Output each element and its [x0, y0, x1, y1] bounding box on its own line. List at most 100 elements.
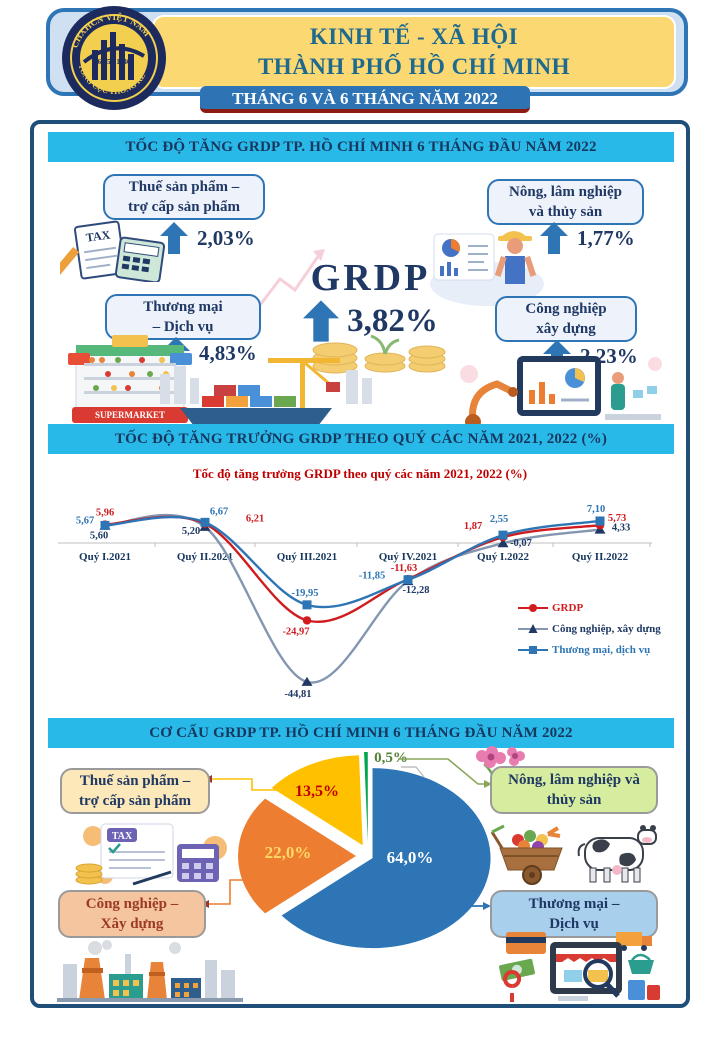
- grdp-item-value-nong-lam: 1,77%: [540, 222, 635, 254]
- chart-value-label: 6,21: [246, 514, 264, 525]
- x-axis-label: Quý III.2021: [277, 551, 338, 563]
- grdp-quarterly-line-chart: Quý I.2021 Quý II.2021 Quý III.2021 Quý IV.…: [40, 483, 680, 711]
- logo-date-text: 6 - 5 - 1946: [98, 58, 131, 66]
- pie-value-label: 13,5%: [295, 783, 339, 800]
- section3-title-text: CƠ CẤU GRDP TP. HỒ CHÍ MINH 6 THÁNG ĐẦU …: [149, 725, 573, 741]
- chart-value-label: -12,28: [402, 585, 429, 596]
- pie-slice: [364, 752, 368, 843]
- cart-cow-illustration: [490, 824, 657, 885]
- legend-label: Thương mại, dịch vụ: [552, 644, 651, 656]
- port-ship-illustration: [155, 358, 372, 430]
- shopping-illustration: [499, 932, 660, 1002]
- chart-value-label: 1,87: [464, 521, 482, 532]
- gso-logo: CHXHCN VIỆT NAM TỔNG CỤC THỐNG KÊ 6 - 5 …: [62, 6, 166, 110]
- box-label-line1: Thuế sản phẩm –: [79, 773, 191, 789]
- item-label-line1: Công nghiệp: [525, 301, 607, 317]
- chart-value-label: -11,85: [359, 571, 386, 582]
- grdp-label: GRDP: [310, 257, 431, 299]
- box-label-line2: trợ cấp sản phẩm: [78, 793, 192, 809]
- grdp-item-box-thue-san-pham: Thuế sản phẩm – trợ cấp sản phẩm: [103, 174, 265, 220]
- chart-value-label: 4,33: [612, 523, 630, 534]
- chart-value-label: 7,10: [587, 504, 605, 515]
- x-axis-label: Quý I.2022: [477, 551, 529, 563]
- main-title-line1: KINH TẾ - XÃ HỘI: [309, 24, 519, 49]
- item-value: 2,03%: [197, 225, 255, 250]
- item-label-line1: Thương mại: [143, 299, 223, 315]
- up-arrow-icon: [540, 222, 568, 254]
- box-label-line2: Xây dựng: [100, 916, 164, 932]
- grdp-item-box-thuong-mai: Thương mại – Dịch vụ: [105, 294, 261, 340]
- pie-slice: [271, 755, 363, 846]
- section2-title-bar: TỐC ĐỘ TĂNG TRƯỞNG GRDP THEO QUÝ CÁC NĂM…: [48, 424, 674, 454]
- chart-value-label: -44,81: [284, 689, 311, 700]
- chart-value-label: 5,96: [96, 508, 114, 519]
- growth-line-decoration: [258, 249, 325, 306]
- x-axis-label: Quý II.2022: [572, 551, 629, 563]
- chart-value-label: -19,95: [291, 588, 318, 599]
- box-label-line1: Thương mại –: [528, 896, 620, 912]
- legend-item: Thương mại, dịch vụ: [518, 644, 688, 656]
- legend-item: GRDP: [518, 602, 688, 614]
- factory-illustration: [57, 940, 243, 1002]
- box-label-line2: Dịch vụ: [549, 916, 599, 932]
- legend-label: Công nghiệp, xây dựng: [552, 623, 661, 635]
- grdp-item-value-thue-san-pham: 2,03%: [160, 222, 255, 254]
- box-label-line1: Nông, lâm nghiệp và: [508, 772, 640, 788]
- line-chart-title: Tốc độ tăng trưởng GRDP theo quý các năm…: [192, 466, 528, 481]
- chart-value-label: -0,07: [510, 538, 532, 549]
- box-label-line1: Công nghiệp –: [85, 896, 179, 912]
- supermarket-sign-text: SUPERMARKET: [95, 410, 165, 420]
- pie-slice: [238, 798, 356, 914]
- pie-legend-box-cong-nghiep: Công nghiệp – Xây dựng: [58, 890, 206, 938]
- pie-legend-box-thue-san-pham: Thuế sản phẩm – trợ cấp sản phẩm: [60, 768, 210, 814]
- grdp-item-box-cong-nghiep: Công nghiệp xây dựng: [495, 296, 637, 342]
- subtitle-text: THÁNG 6 VÀ 6 THÁNG NĂM 2022: [232, 89, 498, 108]
- pie-slice: [281, 768, 491, 949]
- pie-value-label: 0,5%: [374, 750, 408, 766]
- legend-item: Công nghiệp, xây dựng: [518, 623, 688, 635]
- pie-value-label: 64,0%: [387, 848, 434, 867]
- main-title-line2: THÀNH PHỐ HỒ CHÍ MINH: [257, 54, 571, 79]
- section1-title-text: TỐC ĐỘ TĂNG GRDP TP. HỒ CHÍ MINH 6 THÁNG…: [125, 139, 597, 155]
- up-arrow-icon: [160, 222, 188, 254]
- item-label-line2: xây dựng: [536, 321, 596, 337]
- chart-value-label: 2,55: [490, 514, 508, 525]
- x-axis-label: Quý II.2021: [177, 551, 233, 563]
- item-label-line2: trợ cấp sản phẩm: [127, 199, 241, 215]
- grdp-value: 3,82%: [347, 302, 438, 339]
- section2-title-text: TỐC ĐỘ TĂNG TRƯỞNG GRDP THEO QUÝ CÁC NĂM…: [114, 431, 608, 447]
- box-label-line2: thủy sản: [546, 792, 602, 808]
- line-chart-legend: GRDP Công nghiệp, xây dựng Thương mại, dịc…: [518, 602, 688, 656]
- robot-factory-illustration: [460, 356, 662, 430]
- chart-value-label: -24,97: [282, 626, 309, 637]
- legend-label: GRDP: [552, 602, 584, 614]
- item-label-line2: và thủy sản: [528, 204, 603, 220]
- x-axis-label: Quý IV.2021: [379, 551, 437, 563]
- item-value: 1,77%: [577, 225, 635, 250]
- item-label-line1: Thuế sản phẩm –: [128, 179, 240, 195]
- header-title-box: KINH TẾ - XÃ HỘI THÀNH PHỐ HỒ CHÍ MINH: [152, 15, 676, 89]
- chart-value-label: 5,73: [608, 513, 626, 524]
- grdp-headline: GRDP 3,82%: [283, 258, 458, 342]
- item-label-line2: – Dịch vụ: [152, 319, 214, 335]
- chart-value-label: -11,63: [391, 563, 418, 574]
- chart-value-label: 6,67: [210, 506, 228, 517]
- grdp-item-box-nong-lam: Nông, lâm nghiệp và thủy sản: [487, 179, 644, 225]
- chart-value-label: 5,60: [90, 531, 108, 542]
- subtitle-bar: THÁNG 6 VÀ 6 THÁNG NĂM 2022: [200, 86, 530, 113]
- tax-doc-text: TAX: [85, 227, 111, 244]
- chart-value-label: 5,20: [182, 526, 200, 537]
- pie-value-label: 22,0%: [265, 843, 312, 862]
- tax-illustration: TAX: [75, 823, 227, 886]
- pie-legend-box-nong-lam: Nông, lâm nghiệp và thủy sản: [490, 766, 658, 814]
- tax-doc-text: TAX: [112, 831, 133, 842]
- item-value: 4,83%: [199, 340, 257, 365]
- grdp-structure-pie-chart: 64,0% 22,0% 13,5% 0,5%: [225, 748, 510, 963]
- tax-calculator-illustration: TAX: [60, 220, 165, 282]
- x-axis-label: Quý I.2021: [79, 551, 131, 563]
- farmer-illustration: [430, 231, 544, 306]
- section3-title-bar: CƠ CẤU GRDP TP. HỒ CHÍ MINH 6 THÁNG ĐẦU …: [48, 718, 674, 748]
- section1-title-bar: TỐC ĐỘ TĂNG GRDP TP. HỒ CHÍ MINH 6 THÁNG…: [48, 132, 674, 162]
- chart-value-label: 5,67: [76, 515, 94, 526]
- item-label-line1: Nông, lâm nghiệp: [509, 184, 622, 200]
